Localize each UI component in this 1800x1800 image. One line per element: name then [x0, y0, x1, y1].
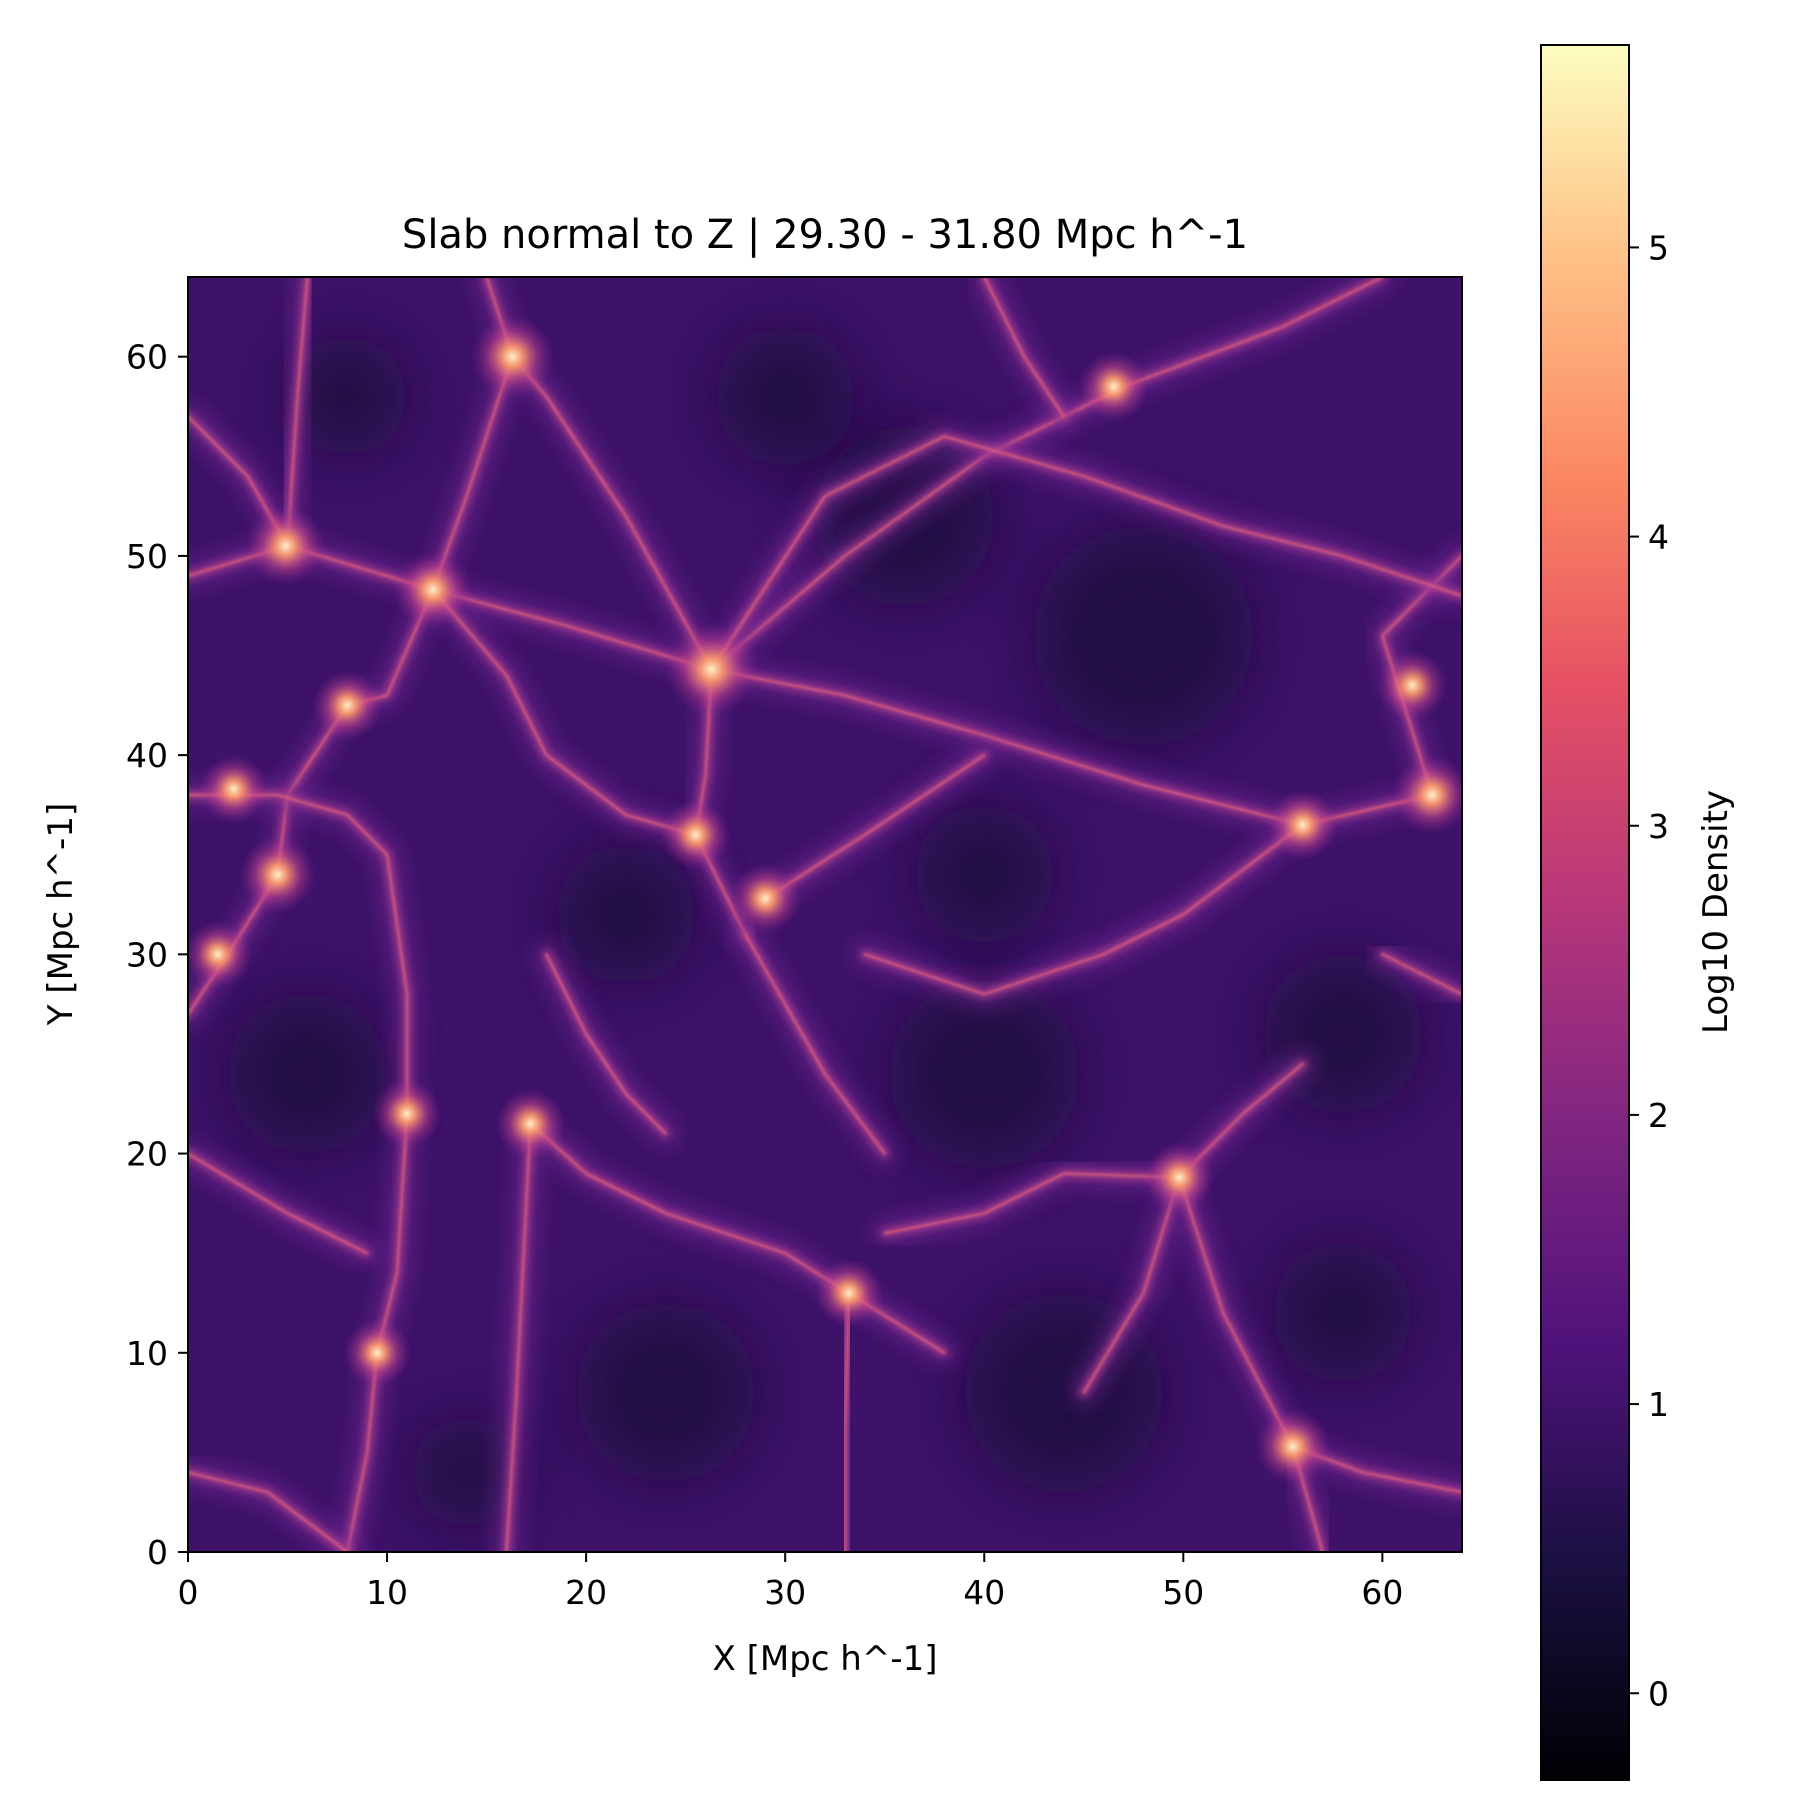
void-region [1033, 525, 1254, 746]
filament [274, 277, 321, 559]
halo-node [393, 550, 473, 630]
x-tick-label: 60 [1361, 1573, 1403, 1612]
filament-network [188, 277, 1462, 1552]
void-region [575, 1302, 756, 1483]
colorbar-tick-label: 5 [1648, 228, 1669, 267]
halo-node [470, 314, 555, 399]
colorbar: 0 1 2 3 4 5 Log10 Density [1540, 44, 1736, 1781]
halo-node [199, 754, 269, 824]
x-tick-label: 20 [565, 1573, 607, 1612]
colorbar-tick-label: 1 [1648, 1385, 1669, 1424]
colorbar-tick-label: 4 [1648, 518, 1669, 557]
x-tick-label: 40 [963, 1573, 1005, 1612]
colorbar-ticks: 0 1 2 3 4 5 [1629, 228, 1669, 1713]
void-region [287, 336, 408, 457]
filament [419, 576, 709, 848]
filament [831, 1280, 862, 1552]
plot-frame [187, 276, 1463, 1553]
void-regions [227, 326, 1423, 1528]
y-axis-label: Y [Mpc h^-1] [41, 803, 81, 1026]
filament [188, 782, 420, 1552]
halo-node [1376, 650, 1448, 721]
colorbar-label: Log10 Density [1696, 790, 1736, 1034]
colorbar-tick-label: 3 [1648, 807, 1669, 846]
void-region [914, 804, 1055, 945]
colorbar-tick-label: 2 [1648, 1096, 1669, 1135]
void-region [715, 326, 856, 467]
filament [698, 423, 1462, 683]
halo-node [343, 1318, 412, 1387]
filament [971, 277, 1077, 430]
void-region [889, 978, 1080, 1169]
y-axis: 0 10 20 30 40 50 60 [126, 338, 188, 1572]
colorbar-tick-label: 0 [1648, 1674, 1669, 1713]
filament [188, 1459, 361, 1552]
halo-node [1392, 754, 1462, 835]
halo-node [1078, 351, 1149, 422]
filament [732, 921, 898, 1167]
y-tick-label: 40 [126, 736, 168, 775]
void-region [411, 1417, 522, 1528]
y-tick-label: 60 [126, 338, 168, 377]
x-tick-label: 10 [366, 1573, 408, 1612]
y-tick-label: 20 [126, 1135, 168, 1174]
x-axis: 0 10 20 30 40 50 60 [178, 1552, 1403, 1612]
halo-node [660, 799, 731, 871]
colorbar-frame [1540, 44, 1630, 1781]
filament [188, 1140, 381, 1267]
halo-node [245, 505, 326, 586]
y-tick-label: 50 [126, 537, 168, 576]
x-tick-label: 0 [178, 1573, 199, 1612]
void-region [227, 993, 388, 1154]
filament [1369, 941, 1462, 1008]
halo-node [664, 622, 759, 717]
y-tick-label: 30 [126, 935, 168, 974]
halo-node [1143, 1141, 1216, 1214]
halo-nodes [188, 314, 1462, 1485]
y-tick-label: 10 [126, 1334, 168, 1373]
density-map [188, 277, 1462, 1552]
filament [533, 941, 679, 1147]
void-region [1272, 1242, 1413, 1383]
halo-node [188, 920, 252, 989]
halo-node [495, 1088, 566, 1160]
filament [1070, 1164, 1193, 1406]
filament [851, 811, 1316, 1008]
x-tick-label: 50 [1162, 1573, 1204, 1612]
halo-node [1254, 1408, 1331, 1485]
colorbar-gradient [1541, 45, 1629, 1780]
halo-node [1266, 788, 1339, 861]
y-tick-label: 0 [147, 1533, 168, 1572]
halo-node [372, 1079, 442, 1149]
filament [871, 1160, 1193, 1247]
filament [752, 742, 998, 912]
halo-node [238, 835, 317, 914]
halo-node [729, 862, 802, 935]
halo-node [814, 1258, 884, 1328]
halo-node [311, 669, 383, 741]
x-tick-label: 30 [764, 1573, 806, 1612]
chart-title: Slab normal to Z | 29.30 - 31.80 Mpc h^-… [402, 212, 1248, 258]
void-region [555, 844, 696, 985]
x-axis-label: X [Mpc h^-1] [713, 1639, 938, 1679]
